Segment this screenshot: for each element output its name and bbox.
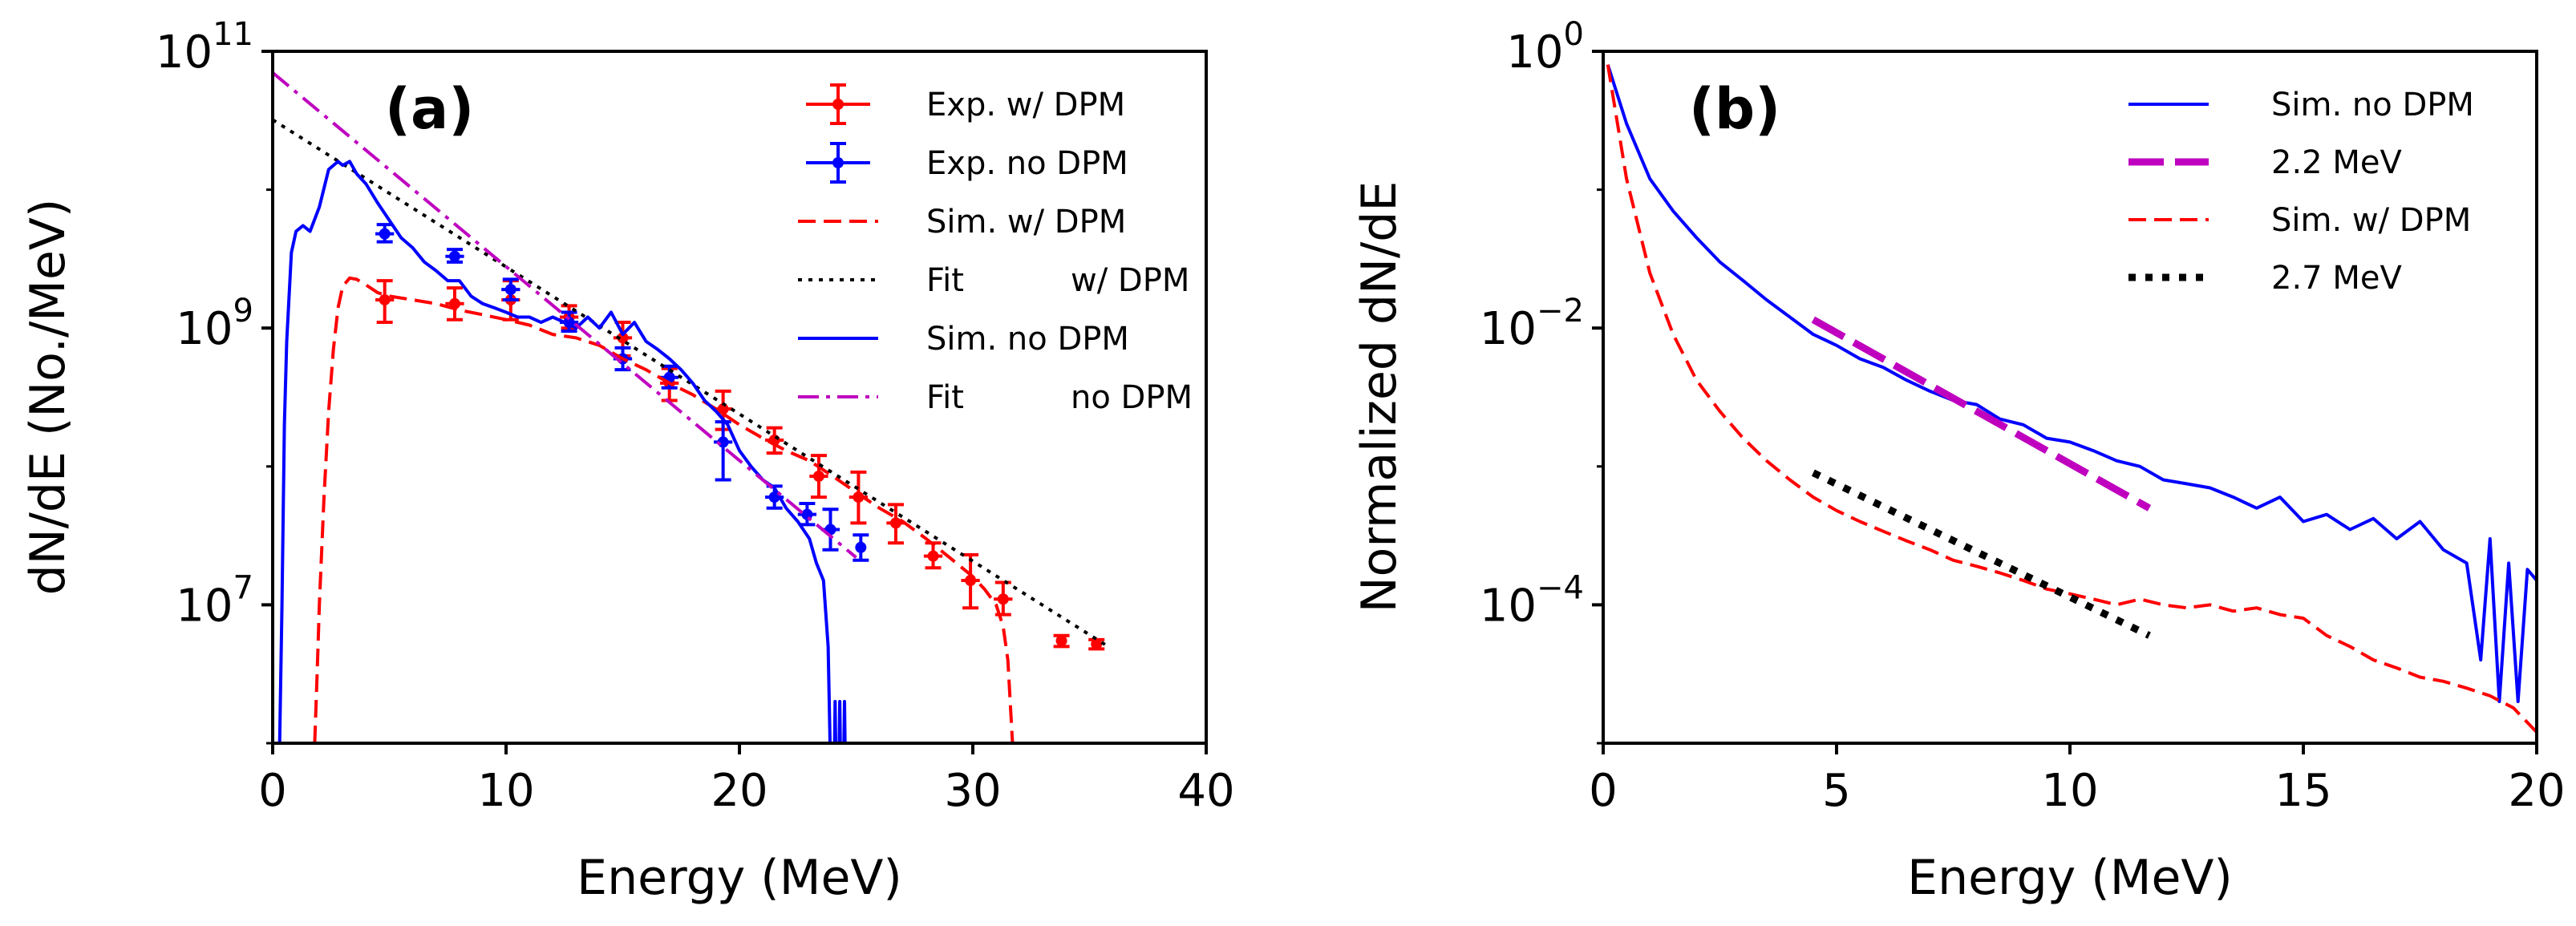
panel-b-series-2-7-mev <box>1811 469 2151 639</box>
panel-a-legend-text-sim-w-dpm: Sim. w/ DPM <box>926 204 1126 241</box>
panel-a-legend-item-fit-no-dpm: Fit no DPM <box>798 379 1193 416</box>
panel-a-legend-item-exp-no-dpm: Exp. no DPM <box>806 142 1128 184</box>
panel-b-legend-item-sim-no-dpm: Sim. no DPM <box>2128 87 2474 123</box>
panel-a-series-exp-w-dpm-point-12 <box>961 552 980 610</box>
panel-a-series-exp-w-dpm-point-13 <box>994 580 1013 617</box>
panel-b-x-tick-label-0: 0 <box>1589 765 1618 817</box>
panel-b: 0 5 10 15 20 100 10−2 10−4 (b) Energy (MeV) Nor… <box>1351 16 2566 906</box>
panel-a-legend-text-sim-no-dpm: Sim. no DPM <box>926 321 1129 358</box>
panel-b-series-sim-no-dpm <box>1606 64 2537 703</box>
panel-a-series-exp-no-dpm-point-2 <box>501 277 520 301</box>
panel-a-series-fit-w-dpm <box>273 118 1109 649</box>
panel-a-series-exp-no-dpm-point-8 <box>797 501 817 527</box>
panel-a-series-exp-w-dpm-point-9 <box>849 470 869 525</box>
panel-a-legend-text-fit-no-dpm: Fit <box>926 379 964 416</box>
panel-a-legend-text-fit-no-dpm-1: no DPM <box>1071 379 1193 416</box>
panel-a-series-exp-w-dpm-point-8 <box>809 454 828 499</box>
panel-a-series <box>273 71 1109 743</box>
panel-b-series-sim-w-dpm <box>1606 64 2537 734</box>
panel-a: 0 10 20 30 40 107 109 1011 (a) Energy (MeV) dN/… <box>20 16 1235 906</box>
panel-b-legend-text-sim-w-dpm: Sim. w/ DPM <box>2271 202 2471 239</box>
panel-a-legend-item-sim-no-dpm: Sim. no DPM <box>798 321 1129 358</box>
panel-b-x-axis-label: Energy (MeV) <box>1907 850 2233 906</box>
panel-a-x-tick-label-30: 30 <box>944 765 1001 817</box>
panel-a-series-sim-w-dpm <box>313 276 1015 743</box>
panel-b-legend: Sim. no DPM 2.2 MeV Sim. w/ DPM 2.7 MeV <box>2128 87 2474 297</box>
panel-b-x-tick-label-20: 20 <box>2508 765 2565 817</box>
panel-a-legend-text-fit-w-dpm: Fit <box>926 262 964 299</box>
panel-b-y-tick-label--2: 10−2 <box>1480 293 1584 355</box>
panel-b-label: (b) <box>1689 76 1780 142</box>
panel-b-legend-text-2-2-mev: 2.2 MeV <box>2271 144 2402 181</box>
panel-a-legend-item-sim-w-dpm: Sim. w/ DPM <box>798 204 1126 241</box>
panel-a-y-tick-label-7: 107 <box>176 569 253 632</box>
panel-a-legend-text-exp-no-dpm: Exp. no DPM <box>926 145 1128 182</box>
panel-a-series-fit-no-dpm <box>273 71 857 559</box>
panel-a-y-axis-label: dN/dE (No./MeV) <box>20 199 76 596</box>
panel-b-y-tick-label--4: 10−4 <box>1480 569 1584 632</box>
panel-a-x-tick-label-10: 10 <box>477 765 534 817</box>
panel-b-x-tick-label-15: 15 <box>2274 765 2331 817</box>
panel-a-ticks: 0 10 20 30 40 107 109 1011 <box>156 16 1235 817</box>
panel-b-legend-item-2-7-mev: 2.7 MeV <box>2128 260 2402 297</box>
panel-b-x-tick-label-10: 10 <box>2041 765 2098 817</box>
panel-a-x-axis-label: Energy (MeV) <box>577 850 902 906</box>
panel-a-x-tick-label-40: 40 <box>1177 765 1234 817</box>
panel-a-series-sim-no-dpm <box>277 160 847 743</box>
panel-b-series-2-2-mev <box>1811 316 2152 512</box>
panel-a-legend-text-fit-w-dpm-1: w/ DPM <box>1071 262 1189 299</box>
panel-a-y-tick-label-9: 109 <box>176 293 253 355</box>
panel-a-series-exp-w-dpm-point-14 <box>1053 633 1070 649</box>
panel-a-legend-text-exp-w-dpm: Exp. w/ DPM <box>926 87 1125 123</box>
panel-a-series-exp-w-dpm-point-15 <box>1088 637 1105 651</box>
panel-b-ticks: 0 5 10 15 20 100 10−2 10−4 <box>1480 16 2566 817</box>
panel-a-legend-item-fit-w-dpm: Fit w/ DPM <box>798 262 1189 299</box>
panel-a-series-exp-w-dpm-point-11 <box>923 541 943 570</box>
panel-a-series-exp-w-dpm-point-0 <box>375 279 395 325</box>
panel-b-y-tick-label-0: 100 <box>1506 16 1584 79</box>
panel-b-legend-text-2-7-mev: 2.7 MeV <box>2271 260 2402 297</box>
panel-a-series-exp-no-dpm-point-1 <box>445 248 464 264</box>
panel-b-y-axis-label: Normalized dN/dE <box>1351 181 1407 613</box>
panel-a-y-tick-label-11: 1011 <box>156 16 253 79</box>
panel-a-x-tick-label-20: 20 <box>711 765 768 817</box>
panel-b-series <box>1606 64 2537 734</box>
panel-b-legend-text-sim-no-dpm: Sim. no DPM <box>2271 87 2474 123</box>
panel-a-series-exp-no-dpm <box>375 223 869 562</box>
panel-a-legend: Exp. w/ DPM Exp. no DPM Sim. w/ DPM Fit w/ D… <box>798 83 1193 416</box>
panel-a-series-exp-no-dpm-point-10 <box>853 533 869 562</box>
panel-b-legend-item-sim-w-dpm: Sim. w/ DPM <box>2128 202 2471 239</box>
panel-b-legend-item-2-2-mev: 2.2 MeV <box>2128 144 2402 181</box>
panel-a-series-exp-w-dpm-point-1 <box>445 286 464 321</box>
panel-a-label: (a) <box>385 76 474 142</box>
panel-a-series-exp-w-dpm-point-10 <box>886 503 905 545</box>
panel-a-series-exp-no-dpm-point-0 <box>375 223 395 244</box>
panel-a-legend-item-exp-w-dpm: Exp. w/ DPM <box>806 83 1125 125</box>
panel-b-x-tick-label-5: 5 <box>1822 765 1851 817</box>
panel-a-x-tick-label-0: 0 <box>258 765 287 817</box>
